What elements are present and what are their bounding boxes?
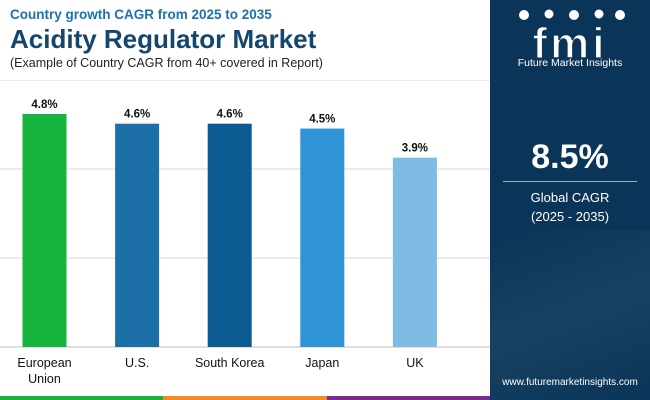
global-cagr-label-line1: Global CAGR [530,190,610,205]
category-label: Japan [305,356,339,370]
sidebar-divider [503,181,637,182]
bottom-color-bar [0,396,490,400]
fmi-logo-icon: fmi [519,9,625,69]
data-label: 4.5% [309,114,335,126]
global-cagr-value: 8.5% [531,138,609,176]
bar [115,123,160,347]
bar [22,113,67,348]
data-label: 3.9% [402,143,428,155]
bottom-bar-segment [0,396,164,400]
category-label: European Union [17,356,71,386]
bar [392,157,437,347]
bottom-bar-segment [163,396,327,400]
data-label: 4.6% [217,109,243,121]
global-cagr-label-line2: (2025 - 2035) [530,209,610,224]
logo-letters: fmi [533,19,608,68]
website-url: www.futuremarketinsights.com [502,377,638,388]
bar [207,123,252,347]
data-label: 4.6% [124,109,150,121]
chart-subtitle: (Example of Country CAGR from 40+ covere… [10,56,323,70]
data-label: 4.8% [31,99,57,111]
category-label: South Korea [195,356,265,370]
header: Country growth CAGR from 2025 to 2035 Ac… [10,6,490,71]
bottom-bar-segment [326,396,490,400]
chart-title: Acidity Regulator Market [10,24,317,54]
global-cagr-label: Global CAGR (2025 - 2035) [490,188,650,226]
bar [300,128,345,347]
category-label: UK [406,356,424,370]
chart-supertitle: Country growth CAGR from 2025 to 2035 [10,7,272,22]
sidebar-texture [490,230,650,400]
category-label: U.S. [125,356,149,370]
sidebar-panel: fmi Future Market Insights 8.5% Global C… [490,0,650,400]
logo-text: Future Market Insights [517,57,623,69]
bar-chart: 4.8% European Union 4.6% U.S. 4.6% South Korea… [0,80,490,386]
